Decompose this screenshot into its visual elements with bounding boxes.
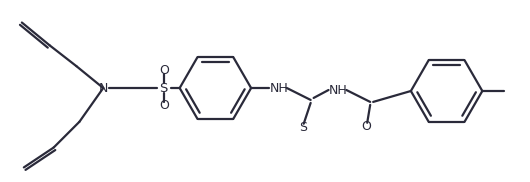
Text: O: O — [361, 120, 371, 133]
Text: NH: NH — [329, 84, 348, 96]
Text: S: S — [299, 121, 307, 134]
Text: NH: NH — [270, 82, 288, 94]
Text: N: N — [99, 82, 108, 94]
Text: O: O — [159, 99, 169, 112]
Text: O: O — [159, 64, 169, 77]
Text: S: S — [160, 82, 168, 94]
